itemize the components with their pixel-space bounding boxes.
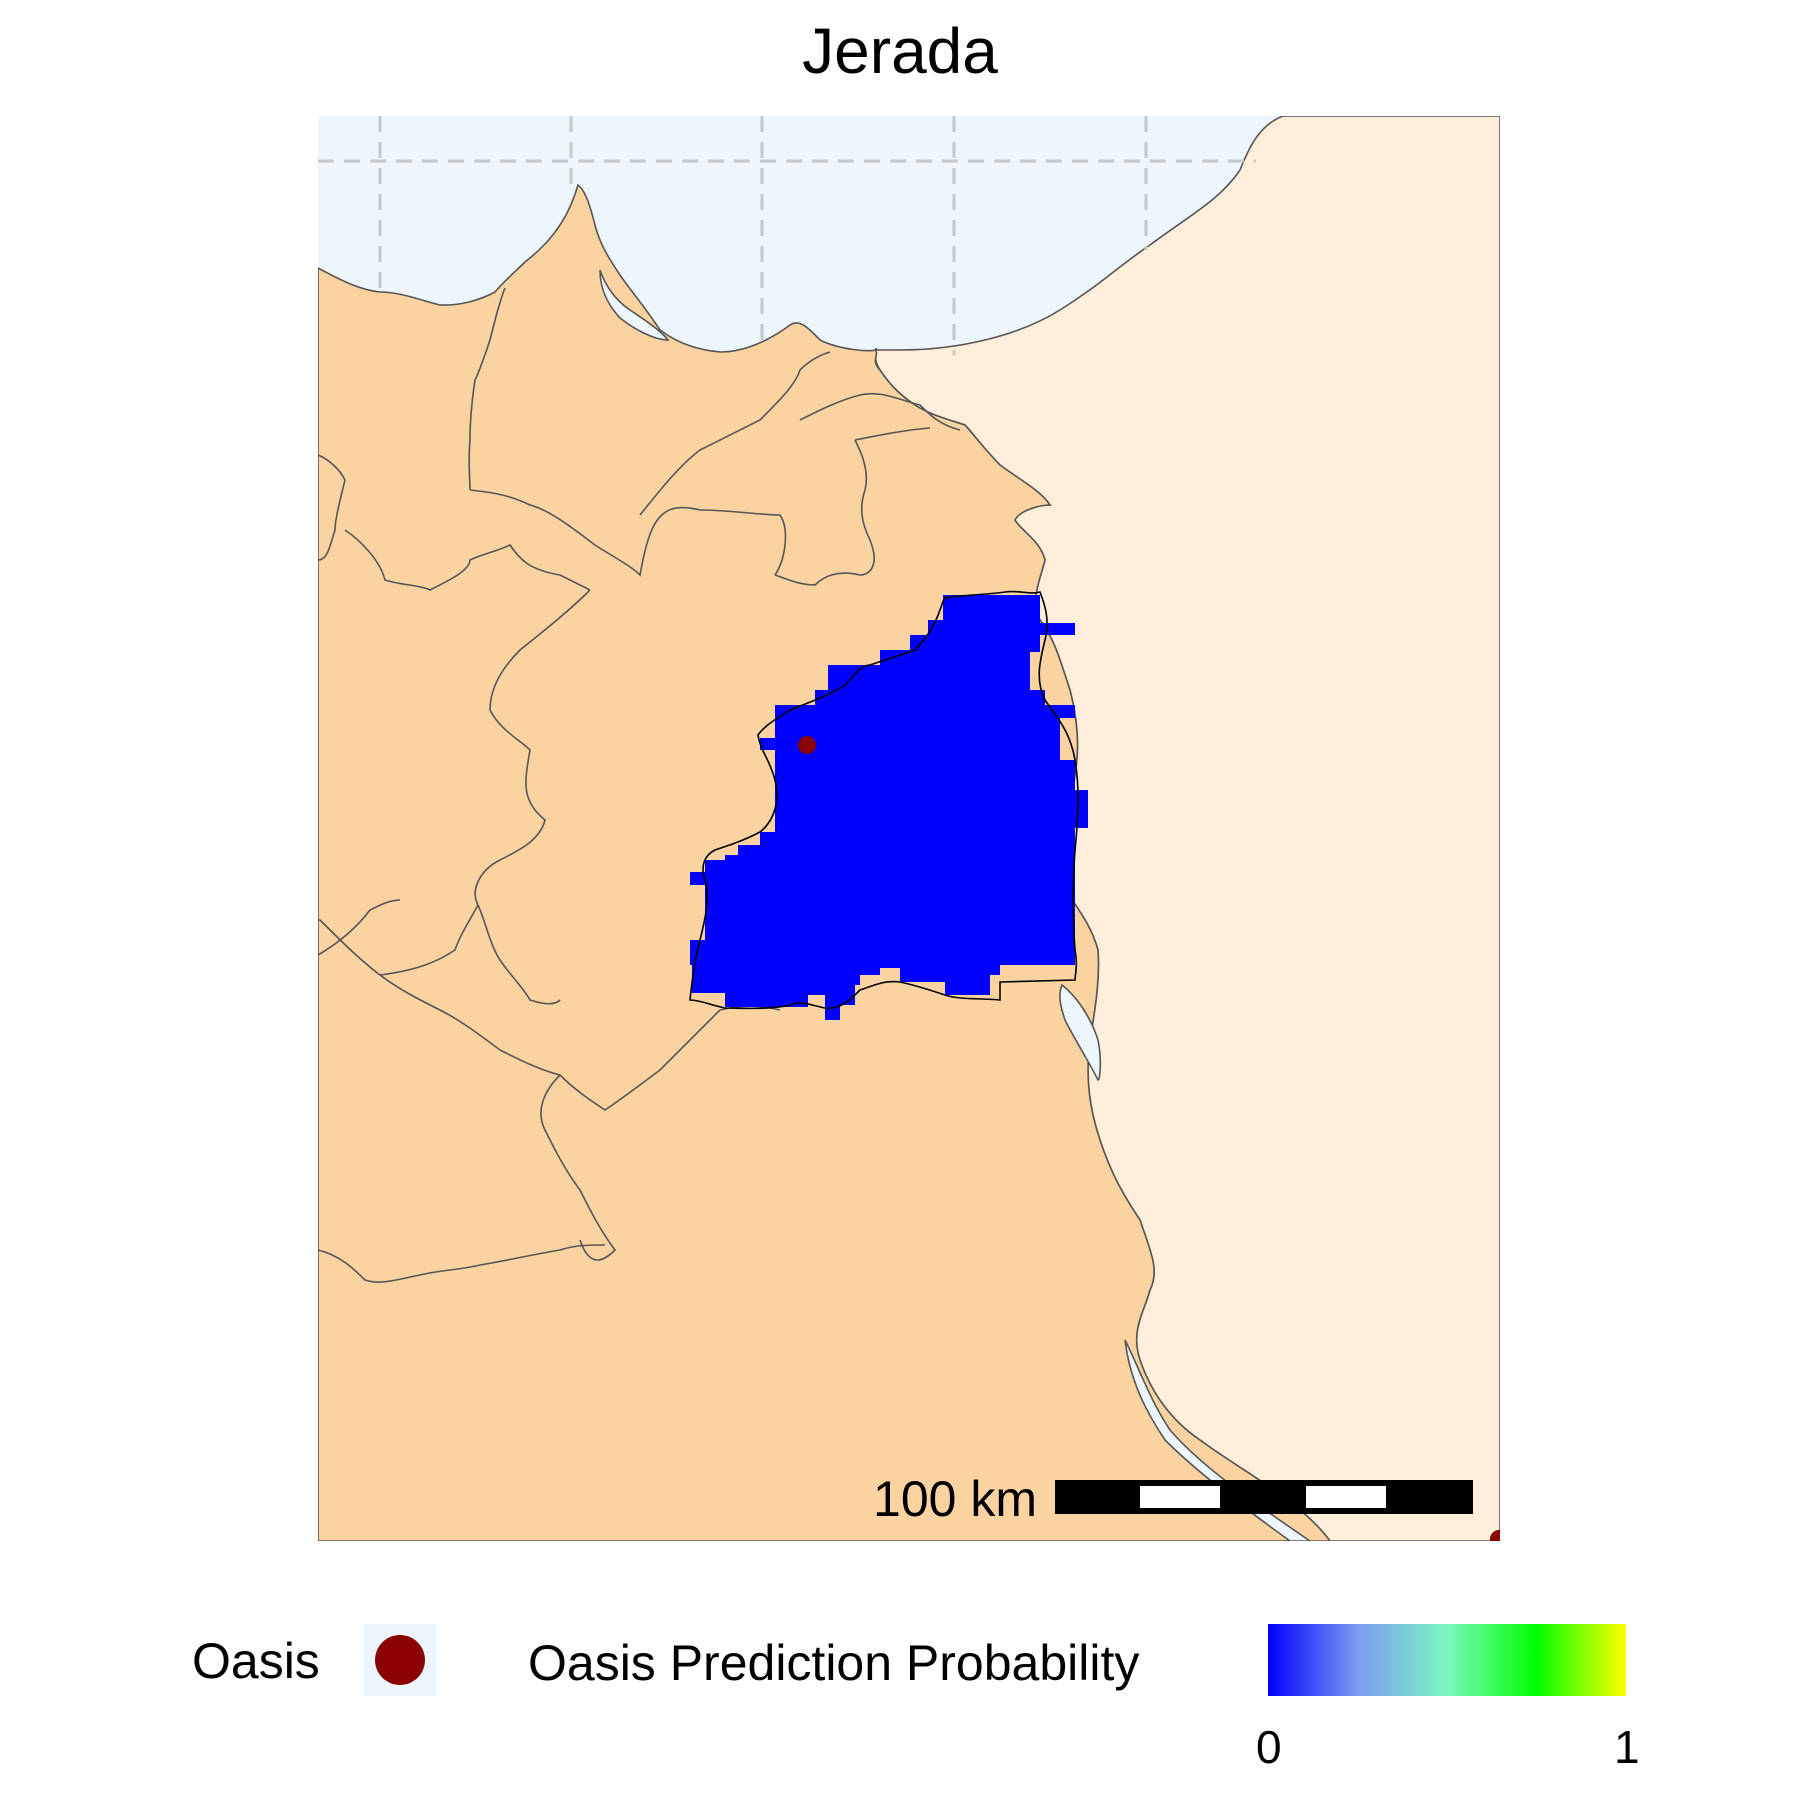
map-title: Jerada [802, 15, 998, 87]
scale-bar-segment [1140, 1486, 1220, 1508]
lagoon [599, 269, 670, 341]
oasis-point-edge [1490, 1530, 1500, 1541]
oasis-point [798, 736, 816, 754]
scale-bar-outline [1055, 1480, 1473, 1514]
province-outline [689, 590, 1079, 1010]
province-boundaries [318, 287, 961, 1283]
river [1059, 983, 1312, 1541]
scale-bar-segment [1306, 1486, 1386, 1508]
scale-bar[interactable]: 100 km [873, 1471, 1473, 1527]
graticule [318, 116, 1256, 355]
prediction-raster [690, 595, 1088, 1020]
scale-bar-label: 100 km [873, 1471, 1037, 1527]
